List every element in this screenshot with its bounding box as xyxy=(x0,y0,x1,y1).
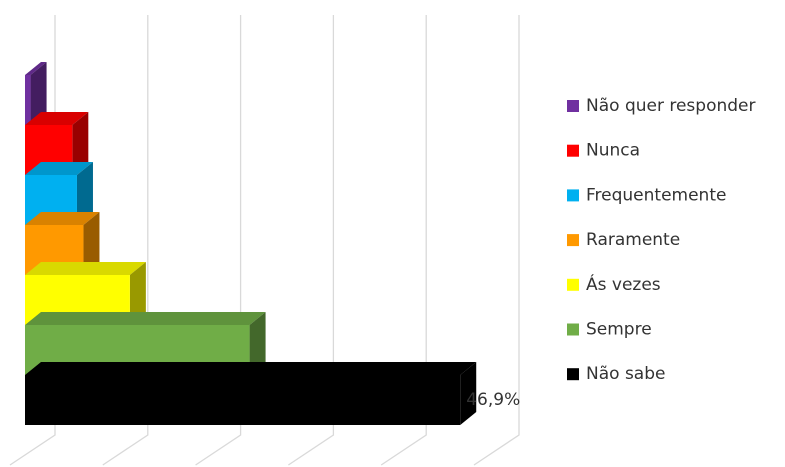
legend-swatch xyxy=(567,234,579,247)
legend-label: Nunca xyxy=(586,141,640,161)
bar-top xyxy=(25,212,100,225)
legend-swatch xyxy=(567,278,579,291)
legend-swatch xyxy=(567,144,579,157)
bar-side xyxy=(30,62,47,125)
legend-label: Raramente xyxy=(586,230,680,250)
bar xyxy=(25,375,461,425)
bar-top xyxy=(25,62,47,75)
bar-side xyxy=(83,212,100,275)
legend-label: Sempre xyxy=(586,320,652,340)
grid-line xyxy=(288,15,335,466)
bar-top xyxy=(25,312,266,325)
legend-label: Não sabe xyxy=(586,364,665,384)
bar-side xyxy=(76,162,93,225)
legend-label: Não quer responder xyxy=(586,96,756,116)
bar-top xyxy=(25,362,477,375)
grid-line xyxy=(380,15,427,466)
legend-label: Frequentemente xyxy=(586,185,726,205)
bar-top xyxy=(25,262,146,275)
bar-top xyxy=(25,112,89,125)
data-label: 46,9% xyxy=(466,390,520,410)
bar-top xyxy=(25,162,93,175)
bar-side xyxy=(129,262,146,325)
legend-swatch xyxy=(567,189,579,202)
bar-side xyxy=(72,112,89,175)
grid-line xyxy=(473,15,520,466)
legend-label: Ás vezes xyxy=(586,273,661,295)
legend-swatch xyxy=(567,100,579,112)
bar-side xyxy=(460,362,477,425)
grid-line xyxy=(102,15,149,466)
bar-side xyxy=(249,312,266,375)
bar xyxy=(25,75,31,125)
legend-swatch xyxy=(567,368,579,381)
grid-line xyxy=(195,15,242,466)
legend-swatch xyxy=(567,323,579,336)
